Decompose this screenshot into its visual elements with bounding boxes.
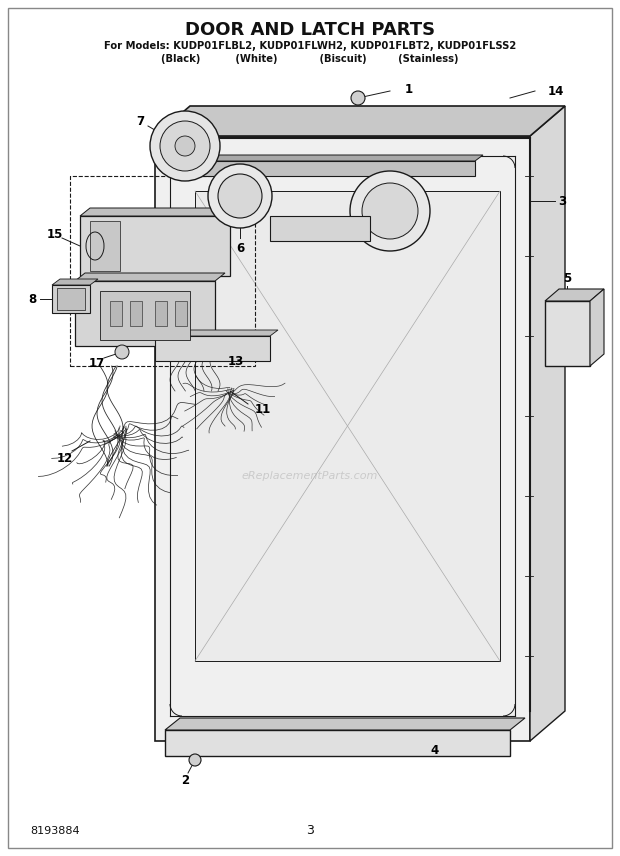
Polygon shape bbox=[545, 301, 590, 366]
Polygon shape bbox=[175, 161, 475, 176]
Circle shape bbox=[351, 91, 365, 105]
Circle shape bbox=[362, 183, 418, 239]
Polygon shape bbox=[75, 281, 215, 346]
Polygon shape bbox=[52, 279, 98, 285]
Text: 3: 3 bbox=[306, 824, 314, 837]
Text: 5: 5 bbox=[563, 271, 571, 284]
Polygon shape bbox=[155, 136, 530, 741]
Text: 15: 15 bbox=[47, 228, 63, 241]
Polygon shape bbox=[175, 155, 483, 161]
Circle shape bbox=[150, 111, 220, 181]
Polygon shape bbox=[530, 106, 565, 741]
Polygon shape bbox=[545, 289, 604, 301]
Polygon shape bbox=[155, 301, 167, 326]
Polygon shape bbox=[590, 289, 604, 366]
Circle shape bbox=[115, 345, 129, 359]
Text: 14: 14 bbox=[548, 85, 564, 98]
Text: (Black)          (White)            (Biscuit)         (Stainless): (Black) (White) (Biscuit) (Stainless) bbox=[161, 54, 459, 64]
Polygon shape bbox=[165, 730, 510, 756]
Polygon shape bbox=[80, 216, 230, 276]
Text: DOOR AND LATCH PARTS: DOOR AND LATCH PARTS bbox=[185, 21, 435, 39]
Polygon shape bbox=[130, 301, 142, 326]
Text: For Models: KUDP01FLBL2, KUDP01FLWH2, KUDP01FLBT2, KUDP01FLSS2: For Models: KUDP01FLBL2, KUDP01FLWH2, KU… bbox=[104, 41, 516, 51]
Text: 8: 8 bbox=[28, 293, 36, 306]
Polygon shape bbox=[52, 285, 90, 313]
Polygon shape bbox=[75, 273, 225, 281]
Polygon shape bbox=[195, 191, 500, 661]
Text: 1: 1 bbox=[405, 82, 413, 96]
Text: 13: 13 bbox=[228, 354, 244, 367]
Circle shape bbox=[189, 754, 201, 766]
Polygon shape bbox=[110, 301, 122, 326]
Polygon shape bbox=[270, 216, 370, 241]
Circle shape bbox=[208, 164, 272, 228]
Text: eReplacementParts.com: eReplacementParts.com bbox=[242, 471, 378, 481]
Polygon shape bbox=[57, 288, 85, 310]
Circle shape bbox=[160, 121, 210, 171]
Polygon shape bbox=[100, 291, 190, 340]
Circle shape bbox=[218, 174, 262, 218]
Text: 7: 7 bbox=[136, 115, 144, 128]
Text: 11: 11 bbox=[255, 402, 272, 415]
Text: 3: 3 bbox=[558, 194, 566, 207]
Circle shape bbox=[350, 171, 430, 251]
Polygon shape bbox=[175, 301, 187, 326]
Polygon shape bbox=[80, 208, 240, 216]
Text: 8193884: 8193884 bbox=[30, 826, 79, 836]
Polygon shape bbox=[155, 106, 565, 136]
Text: 4: 4 bbox=[430, 744, 438, 757]
Polygon shape bbox=[90, 221, 120, 271]
Polygon shape bbox=[155, 336, 270, 361]
Text: 6: 6 bbox=[236, 241, 244, 254]
Circle shape bbox=[175, 136, 195, 156]
Polygon shape bbox=[155, 330, 278, 336]
Polygon shape bbox=[165, 718, 525, 730]
Text: 12: 12 bbox=[57, 451, 73, 465]
Text: 2: 2 bbox=[181, 774, 189, 787]
Text: 17: 17 bbox=[89, 356, 105, 370]
